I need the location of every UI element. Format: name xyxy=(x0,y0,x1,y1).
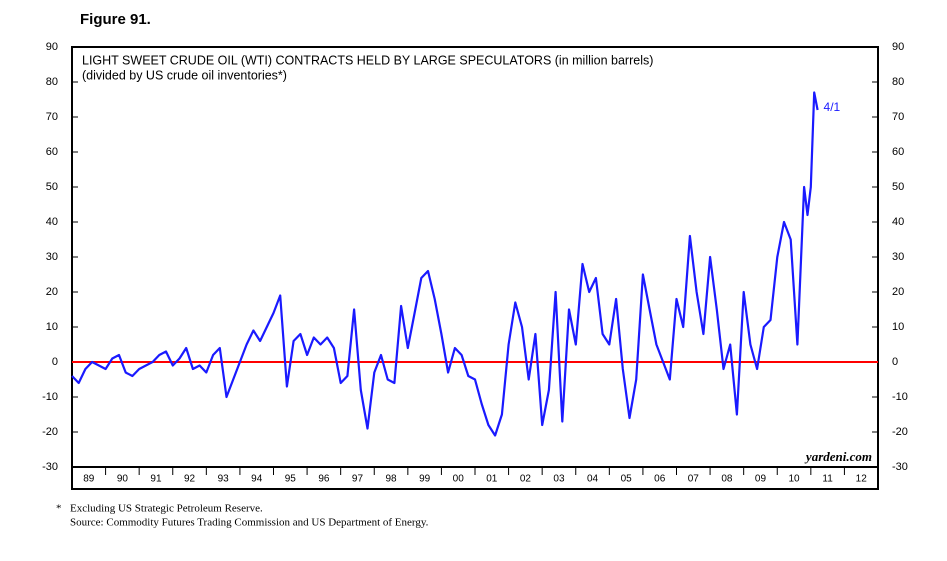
y-tick-label-right: 0 xyxy=(892,356,898,368)
x-tick-label: 90 xyxy=(117,474,129,485)
y-tick-label: -10 xyxy=(42,391,58,403)
y-tick-label-right: 10 xyxy=(892,321,904,333)
chart-title: LIGHT SWEET CRUDE OIL (WTI) CONTRACTS HE… xyxy=(82,53,653,67)
x-tick-label: 93 xyxy=(218,474,230,485)
x-tick-label: 08 xyxy=(721,474,733,485)
y-tick-label: 90 xyxy=(46,41,58,53)
x-tick-label: 11 xyxy=(822,474,833,485)
y-tick-label: 50 xyxy=(46,181,58,193)
y-tick-label-right: 90 xyxy=(892,41,904,53)
y-tick-label: 80 xyxy=(46,76,58,88)
x-tick-label: 12 xyxy=(856,474,868,485)
chart-subtitle: (divided by US crude oil inventories*) xyxy=(82,68,287,82)
x-tick-label: 03 xyxy=(553,474,565,485)
footnote-marker: * xyxy=(56,503,62,515)
x-tick-label: 02 xyxy=(520,474,532,485)
y-tick-label: 70 xyxy=(46,111,58,123)
y-tick-label: -20 xyxy=(42,426,58,438)
y-tick-label: 30 xyxy=(46,251,58,263)
y-tick-label: 20 xyxy=(46,286,58,298)
watermark: yardeni.com xyxy=(804,449,872,464)
x-tick-label: 89 xyxy=(83,474,95,485)
x-tick-label: 05 xyxy=(621,474,633,485)
y-tick-label-right: 60 xyxy=(892,146,904,158)
y-tick-label: 40 xyxy=(46,216,58,228)
x-tick-label: 99 xyxy=(419,474,431,485)
y-tick-label-right: 40 xyxy=(892,216,904,228)
x-tick-label: 01 xyxy=(486,474,498,485)
y-tick-label-right: 70 xyxy=(892,111,904,123)
y-tick-label: -30 xyxy=(42,461,58,473)
x-tick-label: 91 xyxy=(150,474,162,485)
x-tick-label: 04 xyxy=(587,474,599,485)
plot-frame xyxy=(71,46,879,468)
x-tick-label: 98 xyxy=(385,474,397,485)
y-tick-label-right: 30 xyxy=(892,251,904,263)
x-tick-label: 92 xyxy=(184,474,196,485)
y-tick-label-right: 80 xyxy=(892,76,904,88)
x-tick-label: 10 xyxy=(788,474,800,485)
y-tick-label: 0 xyxy=(52,356,58,368)
x-tick-label: 95 xyxy=(285,474,297,485)
x-tick-label: 06 xyxy=(654,474,666,485)
footnote: Excluding US Strategic Petroleum Reserve… xyxy=(70,503,263,515)
x-tick-label: 97 xyxy=(352,474,364,485)
x-tick-label: 07 xyxy=(688,474,700,485)
x-tick-label: 00 xyxy=(453,474,465,485)
x-tick-label: 96 xyxy=(318,474,330,485)
y-tick-label: 60 xyxy=(46,146,58,158)
x-tick-label: 09 xyxy=(755,474,767,485)
y-tick-label-right: 50 xyxy=(892,181,904,193)
annotation: 4/1 xyxy=(824,100,841,114)
y-tick-label-right: -30 xyxy=(892,461,908,473)
y-tick-label-right: 20 xyxy=(892,286,904,298)
x-tick-label: 94 xyxy=(251,474,263,485)
y-tick-label-right: -10 xyxy=(892,391,908,403)
y-tick-label: 10 xyxy=(46,321,58,333)
data-line xyxy=(71,91,819,437)
y-tick-label-right: -20 xyxy=(892,426,908,438)
source: Source: Commodity Futures Trading Commis… xyxy=(70,517,429,529)
figure-label: Figure 91. xyxy=(80,11,151,28)
